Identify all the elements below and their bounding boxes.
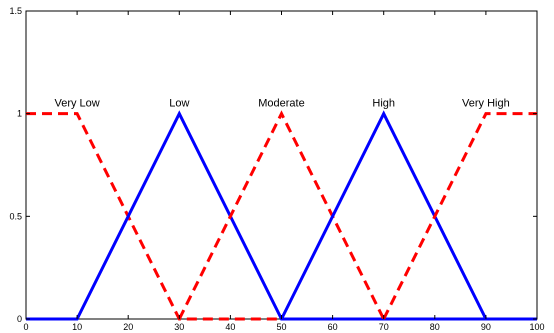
series-line-moderate [177, 110, 386, 320]
y-tick-label: 0 [17, 314, 22, 324]
plot-area [25, 10, 538, 320]
x-tick-label: 30 [174, 322, 184, 332]
series-labels: Very Low Low Moderate High Very High [54, 98, 509, 110]
x-tick-label: 70 [379, 322, 389, 332]
series-label-very-high: Very High [462, 98, 510, 110]
series-layer [26, 110, 537, 321]
axis-ticks: 0 10 20 30 40 50 60 70 80 90 100 0 0.5 1 1.5 [9, 6, 544, 332]
x-tick-label: 100 [529, 322, 544, 332]
y-tick-label: 1 [17, 109, 22, 119]
x-tick-label: 40 [225, 322, 235, 332]
series-line-very-low [26, 112, 537, 321]
series-line-high [280, 110, 537, 321]
series-label-moderate: Moderate [258, 98, 304, 110]
x-tick-label: 50 [276, 322, 286, 332]
series-label-low: Low [169, 98, 189, 110]
x-tick-label: 0 [23, 322, 28, 332]
series-line-low [26, 110, 537, 321]
y-tick-label: 0.5 [9, 211, 22, 221]
series-label-very-low: Very Low [54, 98, 99, 110]
x-tick-label: 80 [430, 322, 440, 332]
x-tick-label: 60 [328, 322, 338, 332]
x-tick-label: 10 [72, 322, 82, 332]
x-tick-label: 20 [123, 322, 133, 332]
series-line-very-high [382, 112, 537, 320]
x-tick-label: 90 [481, 322, 491, 332]
y-tick-label: 1.5 [9, 6, 22, 16]
series-label-high: High [372, 98, 395, 110]
